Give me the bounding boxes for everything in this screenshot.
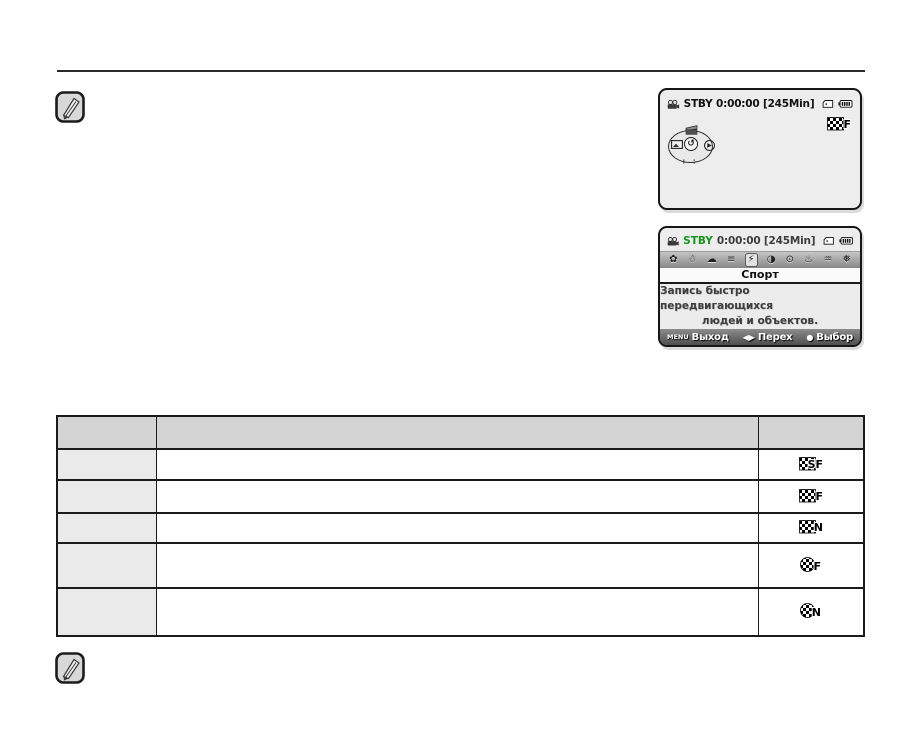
display-cell: F <box>757 479 865 514</box>
display-cell: SF <box>757 448 865 481</box>
note-icon <box>55 91 85 123</box>
selected-scene-label: Спорт <box>660 267 860 284</box>
note-icon <box>55 652 85 684</box>
joystick-dot-marks: ∶ ∶ <box>682 158 699 166</box>
scene-icon-9: ♒ <box>823 253 833 265</box>
description-cell <box>155 479 759 514</box>
quality-superfine-icon: SF <box>798 457 824 472</box>
scene-icon-10: ❅ <box>842 253 851 265</box>
movie-mode-icon <box>667 236 679 246</box>
svg-text:N: N <box>812 606 821 619</box>
status-bar: STBY 0:00:00 [245Min] <box>660 228 860 251</box>
table-row: F <box>56 479 865 514</box>
display-cell: F <box>757 542 865 589</box>
setting-cell <box>56 479 157 514</box>
table-row: SF <box>56 448 865 481</box>
svg-text:SF: SF <box>807 458 822 471</box>
recording-status-text: STBY 0:00:00 [245Min] <box>683 98 815 110</box>
iscene-clapperboard-icon <box>685 125 698 135</box>
quality-settings-table: SF F N F <box>56 415 865 637</box>
scene-icon-8: ♨ <box>804 253 814 265</box>
scene-description-line2: людей и объектов. <box>701 314 819 327</box>
back-arrow-icon: ↺ <box>684 137 698 151</box>
quality-normal-icon: N <box>798 520 824 535</box>
display-cell: N <box>757 587 865 637</box>
setting-cell <box>56 587 157 637</box>
lcd-screen-standby: STBY 0:00:00 [245Min] F ↺ <box>658 88 862 210</box>
select-label: Выбор <box>816 331 853 343</box>
storage-card-icon <box>823 237 835 246</box>
ok-key-icon: ● <box>806 332 814 342</box>
section-divider <box>57 70 865 72</box>
quality-fine-icon: F <box>798 489 824 504</box>
softkey-move: ◀▶ Перех <box>743 332 793 343</box>
storage-card-icon <box>823 100 834 108</box>
recording-counter: 0:00:00 [245Min] <box>716 235 816 248</box>
description-cell <box>155 542 759 589</box>
softkey-select: ● Выбор <box>806 332 853 343</box>
header-cell-display <box>757 415 865 450</box>
quality-web-fine-icon: F <box>800 556 822 574</box>
menu-key-icon: MENU <box>667 333 689 342</box>
exit-label: Выход <box>691 331 729 343</box>
setting-cell <box>56 512 157 544</box>
scene-icon-4: ≡ <box>726 253 736 265</box>
left-right-key-icon: ◀▶ <box>742 332 755 342</box>
setting-cell <box>56 448 157 481</box>
quality-web-normal-icon: N <box>800 603 822 620</box>
svg-text:F: F <box>815 490 823 503</box>
description-cell <box>155 587 759 637</box>
battery-icon <box>839 237 853 245</box>
table-row: N <box>56 512 865 544</box>
scene-icon-3: ☁ <box>706 253 717 265</box>
table-row: F <box>56 542 865 589</box>
lcd-screen-iscene-menu: STBY 0:00:00 [245Min] ✿ ☃ ☁ ≡ ⚡ ◑ ⊙ ♨ ♒ … <box>658 226 862 347</box>
svg-text:F: F <box>843 118 851 131</box>
setting-cell <box>56 542 157 589</box>
scene-description-line1: Запись быстро передвигающихся <box>660 284 773 312</box>
move-label: Перех <box>757 331 793 343</box>
quality-fine-icon: F <box>827 117 852 132</box>
play-icon: ▶ <box>704 140 715 151</box>
svg-text:F: F <box>814 560 822 573</box>
header-cell-description <box>155 415 759 450</box>
iscene-icon-bar: ✿ ☃ ☁ ≡ ⚡ ◑ ⊙ ♨ ♒ ❅ <box>660 250 860 268</box>
display-cell: N <box>757 512 865 544</box>
video-quality-indicator: F <box>827 115 852 136</box>
scene-description: Запись быстро передвигающихся людей и об… <box>660 283 860 330</box>
scene-icon-6: ◑ <box>766 253 776 265</box>
stby-label: STBY <box>683 235 713 248</box>
header-cell-setting <box>56 415 157 450</box>
scene-icon-7: ⊙ <box>785 253 795 265</box>
widescreen-icon <box>671 140 683 149</box>
softkey-exit: MENU Выход <box>667 332 729 343</box>
joystick-guide: ↺ ▶ ∶ ∶ <box>668 125 716 166</box>
movie-mode-icon <box>667 99 680 109</box>
battery-icon <box>838 100 853 108</box>
table-header-row <box>56 415 865 450</box>
softkey-bar: MENU Выход ◀▶ Перех ● Выбор <box>660 329 860 345</box>
scene-icon-1: ✿ <box>669 253 678 265</box>
table-row: N <box>56 587 865 637</box>
description-cell <box>155 448 759 481</box>
scene-sport-icon: ⚡ <box>745 253 757 266</box>
scene-icon-2: ☃ <box>687 253 697 265</box>
description-cell <box>155 512 759 544</box>
svg-text:N: N <box>814 521 823 534</box>
status-bar: STBY 0:00:00 [245Min] <box>660 90 860 114</box>
